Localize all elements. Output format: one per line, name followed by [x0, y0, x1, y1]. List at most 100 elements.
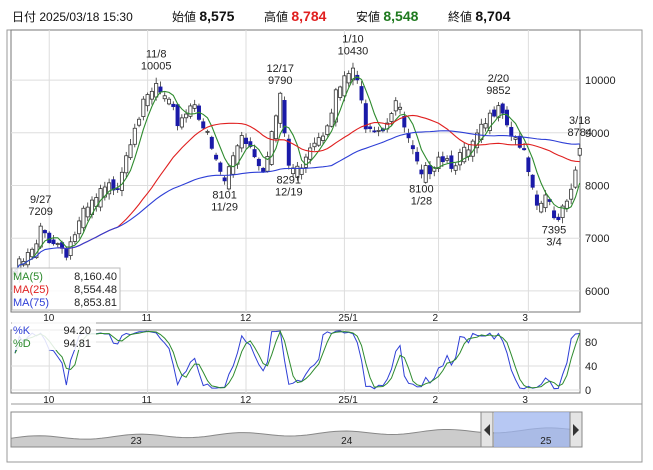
- candle-body: [526, 157, 531, 173]
- candle-body: [410, 145, 415, 150]
- trough-value-label: 8101: [212, 190, 236, 202]
- y-tick-label: 40: [585, 361, 597, 373]
- navigator-selection: [494, 412, 570, 447]
- candle-body: [141, 98, 146, 117]
- peak-value-label: 7209: [28, 206, 52, 218]
- ma-legend-value: 8,853.81: [74, 297, 117, 309]
- candle-body: [226, 166, 231, 190]
- peak-date-label: 1/10: [342, 34, 363, 46]
- ma-line-25: [57, 114, 580, 250]
- trough-date-label: 3/4: [546, 237, 561, 249]
- high-value: 8,784: [291, 8, 327, 24]
- candle-body: [419, 169, 424, 175]
- candle-body: [569, 188, 574, 200]
- stoch-legend-value: 94.20: [63, 325, 91, 337]
- candle-body: [30, 248, 35, 258]
- candle-body: [359, 86, 364, 101]
- candle-body: [402, 116, 407, 128]
- candle-body: [81, 207, 86, 229]
- candle-body: [184, 113, 189, 119]
- close-label: 終値 8,704: [448, 8, 511, 24]
- open-value: 8,575: [199, 8, 235, 24]
- candle-body: [137, 118, 142, 126]
- candle-body: [522, 148, 527, 151]
- candle-body: [487, 112, 492, 131]
- ma-legend-value: 8,160.40: [74, 271, 117, 283]
- candle-body: [128, 144, 133, 159]
- candle-body: [564, 200, 569, 209]
- candle-body: [393, 100, 398, 112]
- candle-body: [513, 137, 518, 140]
- candle-body: [308, 147, 313, 160]
- y-tick-label: 8000: [585, 180, 609, 192]
- candle-body: [462, 146, 467, 163]
- candle-body: [167, 98, 172, 105]
- candle-body: [256, 158, 261, 167]
- navigator-year-label: 23: [131, 436, 143, 447]
- x-tick-label: 25/1: [338, 395, 358, 406]
- stoch-d-line: [14, 330, 581, 389]
- candle-body: [440, 156, 445, 163]
- candle-body: [423, 165, 428, 183]
- candle-body: [77, 220, 82, 235]
- low-value: 8,548: [383, 8, 419, 24]
- peak-date-label: 3/18: [569, 115, 590, 127]
- candle-body: [321, 135, 326, 141]
- peak-value-label: 9790: [268, 75, 292, 87]
- ma-legend-value: 8,554.48: [74, 284, 117, 296]
- candle-body: [231, 155, 236, 175]
- peak-date-label: 11/8: [146, 49, 167, 61]
- candle-body: [389, 113, 394, 122]
- trough-date-label: 11/29: [211, 202, 238, 214]
- candle-body: [261, 167, 266, 173]
- stoch-legend-name: %K: [13, 325, 31, 337]
- trough-value-label: 8100: [409, 183, 433, 195]
- navigator-year-label: 24: [341, 436, 353, 447]
- candle-body: [115, 188, 120, 190]
- x-tick-label: 11: [142, 313, 153, 324]
- candle-body: [171, 103, 176, 107]
- candle-body: [483, 123, 488, 129]
- candle-body: [201, 121, 206, 129]
- peak-value-label: 8784: [567, 127, 591, 139]
- candle-body: [372, 130, 377, 133]
- peak-value-label: 10005: [141, 61, 172, 73]
- candle-body: [175, 104, 180, 127]
- candle-body: [239, 135, 244, 149]
- candle-body: [509, 126, 514, 137]
- candle-body: [102, 186, 107, 198]
- candle-body: [149, 90, 154, 100]
- ma-legend-name: MA(25): [13, 284, 49, 296]
- candle-body: [342, 75, 347, 97]
- ma-legend-box: [11, 267, 121, 311]
- candle-body: [398, 106, 403, 110]
- high-label: 高値 8,784: [264, 8, 327, 24]
- x-tick-label: 12: [240, 313, 252, 324]
- ma-line-75: [14, 130, 580, 272]
- peak-date-label: 9/27: [30, 194, 51, 206]
- candle-body: [534, 194, 539, 206]
- low-label: 安値 8,548: [356, 8, 419, 24]
- candle-body: [573, 169, 578, 188]
- trough-value-label: 8291: [277, 174, 301, 186]
- candle-body: [188, 105, 193, 117]
- candle-body: [530, 174, 535, 188]
- stoch-legend-box: [12, 322, 96, 350]
- candle-body: [209, 136, 214, 149]
- candle-body: [376, 130, 381, 132]
- candle-body: [329, 112, 334, 127]
- candle-body: [303, 156, 308, 168]
- candle-body: [363, 103, 368, 130]
- candle-body: [265, 156, 270, 172]
- stochastic-plot-frame: [10, 329, 581, 394]
- y-tick-label: 80: [585, 337, 597, 349]
- candle-body: [475, 132, 480, 149]
- chevron-right-icon: [573, 424, 579, 436]
- candle-body: [577, 147, 582, 156]
- candle-body: [132, 127, 137, 145]
- candle-body: [500, 103, 505, 114]
- candle-body: [222, 177, 227, 182]
- candle-body: [244, 137, 249, 145]
- candle-body: [552, 210, 557, 219]
